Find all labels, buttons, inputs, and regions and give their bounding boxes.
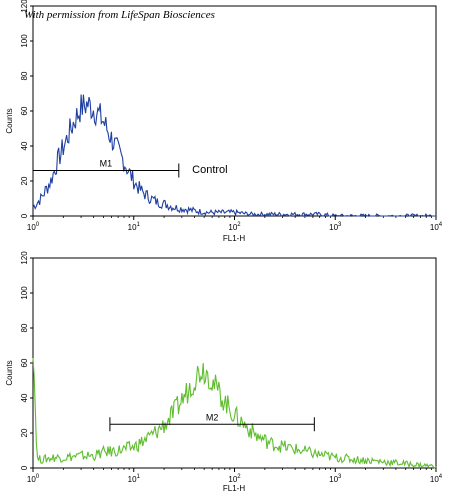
bottom-x-axis-label: FL1-H bbox=[223, 484, 245, 493]
control-label: Control bbox=[192, 164, 227, 176]
y-tick-label: 100 bbox=[20, 286, 29, 300]
m2-gate-label: M2 bbox=[206, 412, 219, 422]
y-tick-label: 80 bbox=[20, 323, 29, 332]
y-tick-label: 0 bbox=[20, 465, 29, 470]
y-tick-label: 80 bbox=[20, 71, 29, 80]
control-histogram-line bbox=[32, 94, 436, 218]
bottom-plot-frame bbox=[32, 257, 437, 469]
x-tick-label: 100 bbox=[27, 474, 40, 484]
x-tick-label: 104 bbox=[430, 222, 443, 232]
y-tick-label: 20 bbox=[20, 176, 29, 185]
top-annotations: M1 Control bbox=[32, 159, 228, 178]
bottom-y-axis-label: Counts bbox=[5, 360, 14, 385]
bottom-annotations: M2 bbox=[109, 412, 315, 432]
x-tick-label: 103 bbox=[329, 222, 342, 232]
y-tick-label: 100 bbox=[20, 34, 29, 48]
top-y-axis-label: Counts bbox=[5, 108, 14, 133]
x-tick-label: 101 bbox=[128, 474, 141, 484]
bottom-y-axis: 0 20 40 60 80 100 120 bbox=[20, 251, 33, 470]
x-tick-label: 102 bbox=[228, 474, 241, 484]
bottom-histogram-panel: 0 20 40 60 80 100 120 100 101 102 103 104 Counts F… bbox=[5, 251, 443, 493]
y-tick-label: 40 bbox=[20, 141, 29, 150]
y-tick-label: 0 bbox=[20, 213, 29, 218]
y-tick-label: 60 bbox=[20, 358, 29, 367]
permission-watermark: With permission from LifeSpan Bioscience… bbox=[24, 9, 215, 21]
top-histogram-panel: 0 20 40 60 80 100 120 100 101 102 103 104 Counts F… bbox=[5, 0, 443, 243]
bottom-x-axis: 100 101 102 103 104 bbox=[27, 468, 443, 484]
m1-gate-label: M1 bbox=[100, 159, 113, 169]
y-tick-label: 120 bbox=[20, 0, 29, 13]
top-x-axis-label: FL1-H bbox=[223, 234, 245, 243]
top-y-axis: 0 20 40 60 80 100 120 bbox=[20, 0, 33, 218]
x-tick-label: 104 bbox=[430, 474, 443, 484]
top-x-axis: 100 101 102 103 104 bbox=[27, 216, 443, 232]
x-tick-label: 102 bbox=[228, 222, 241, 232]
y-tick-label: 120 bbox=[20, 251, 29, 265]
y-tick-label: 60 bbox=[20, 106, 29, 115]
x-tick-label: 103 bbox=[329, 474, 342, 484]
x-tick-label: 101 bbox=[128, 222, 141, 232]
sample-histogram-line bbox=[32, 357, 437, 469]
x-tick-label: 100 bbox=[27, 222, 40, 232]
y-tick-label: 20 bbox=[20, 428, 29, 437]
y-tick-label: 40 bbox=[20, 393, 29, 402]
